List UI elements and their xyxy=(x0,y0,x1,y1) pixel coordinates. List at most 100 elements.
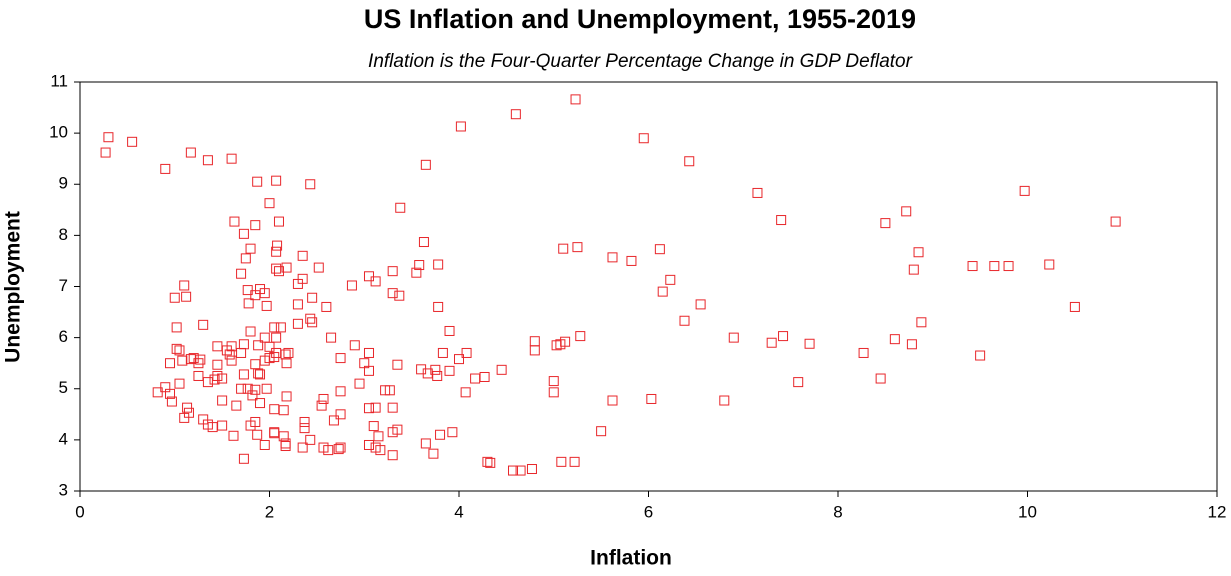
point xyxy=(212,341,223,352)
point xyxy=(305,313,316,324)
point xyxy=(880,218,891,229)
point xyxy=(185,354,196,365)
point xyxy=(363,347,374,358)
point xyxy=(354,378,365,389)
point xyxy=(485,457,496,468)
point xyxy=(271,246,282,257)
point xyxy=(182,402,193,413)
point xyxy=(375,445,386,456)
point xyxy=(261,383,272,394)
point xyxy=(127,136,138,147)
point xyxy=(858,347,869,358)
point xyxy=(166,396,177,407)
point xyxy=(169,292,180,303)
point xyxy=(217,395,228,406)
point xyxy=(1069,301,1080,312)
point xyxy=(679,315,690,326)
point xyxy=(482,456,493,467)
point xyxy=(177,355,188,366)
point xyxy=(515,465,526,476)
y-tick-label: 9 xyxy=(59,174,68,193)
point xyxy=(526,464,537,475)
y-axis-label: Unemployment xyxy=(2,211,25,363)
point xyxy=(228,430,239,441)
point xyxy=(193,370,204,381)
point xyxy=(238,228,249,239)
point xyxy=(292,299,303,310)
point xyxy=(555,339,566,350)
point xyxy=(292,278,303,289)
point xyxy=(245,243,256,254)
point xyxy=(363,439,374,450)
point xyxy=(253,340,264,351)
x-tick-label: 4 xyxy=(454,502,463,521)
point xyxy=(252,176,263,187)
point xyxy=(432,370,443,381)
point xyxy=(224,349,235,360)
y-tick-label: 3 xyxy=(59,480,68,499)
point xyxy=(695,299,706,310)
point xyxy=(171,343,182,354)
point xyxy=(255,398,266,409)
point xyxy=(307,292,318,303)
point xyxy=(548,387,559,398)
point xyxy=(728,332,739,343)
point xyxy=(231,400,242,411)
point xyxy=(209,374,220,385)
point xyxy=(335,353,346,364)
point xyxy=(174,378,185,389)
point xyxy=(242,285,253,296)
point xyxy=(394,290,405,301)
point xyxy=(975,350,986,361)
point xyxy=(392,424,403,435)
point xyxy=(551,340,562,351)
point xyxy=(250,290,261,301)
point xyxy=(160,163,171,174)
point xyxy=(217,373,228,384)
point xyxy=(1003,261,1014,272)
point xyxy=(253,368,264,379)
point xyxy=(255,369,266,380)
point xyxy=(333,444,344,455)
point xyxy=(283,347,294,358)
point xyxy=(461,347,472,358)
y-tick-label: 7 xyxy=(59,276,68,295)
point xyxy=(238,339,249,350)
point xyxy=(226,153,237,164)
point xyxy=(752,187,763,198)
point xyxy=(556,456,567,467)
y-tick-label: 5 xyxy=(59,378,68,397)
point xyxy=(165,358,176,369)
point xyxy=(281,358,292,369)
point xyxy=(335,409,346,420)
point xyxy=(271,332,282,343)
point xyxy=(313,262,324,273)
point xyxy=(272,240,283,251)
point xyxy=(1110,216,1121,227)
point xyxy=(558,243,569,254)
point xyxy=(316,400,327,411)
point xyxy=(202,377,213,388)
point xyxy=(967,261,978,272)
point xyxy=(428,448,439,459)
point xyxy=(384,385,395,396)
point xyxy=(470,373,481,384)
point xyxy=(548,376,559,387)
point xyxy=(414,260,425,271)
point xyxy=(264,353,275,364)
point xyxy=(447,427,458,438)
point xyxy=(368,421,379,432)
point xyxy=(335,442,346,453)
point xyxy=(278,405,289,416)
point xyxy=(437,347,448,358)
point xyxy=(174,345,185,356)
point xyxy=(454,354,464,365)
y-tick-label: 8 xyxy=(59,225,68,244)
point xyxy=(906,339,917,350)
chart-subtitle: Inflation is the Four-Quarter Percentage… xyxy=(368,51,913,72)
x-tick-label: 10 xyxy=(1018,502,1037,521)
point xyxy=(281,391,292,402)
point xyxy=(269,322,280,333)
point xyxy=(387,266,398,277)
point xyxy=(778,331,789,342)
